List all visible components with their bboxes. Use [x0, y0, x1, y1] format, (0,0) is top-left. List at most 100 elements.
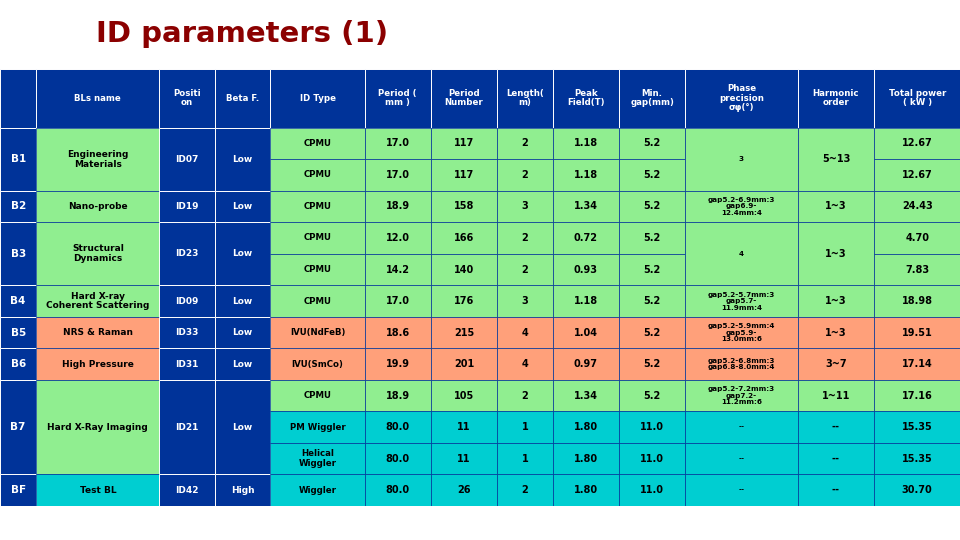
Bar: [685, 191, 798, 222]
Bar: [271, 317, 365, 348]
Bar: [875, 127, 960, 159]
Bar: [798, 475, 875, 506]
Text: ID31: ID31: [176, 360, 199, 369]
Bar: [553, 285, 619, 317]
Bar: [875, 69, 960, 127]
Bar: [159, 191, 215, 222]
Bar: [553, 443, 619, 475]
Bar: [497, 191, 553, 222]
Bar: [36, 317, 159, 348]
Bar: [159, 348, 215, 380]
Text: B1: B1: [11, 154, 26, 164]
Text: B4: B4: [11, 296, 26, 306]
Bar: [215, 69, 271, 127]
Bar: [798, 285, 875, 317]
Bar: [431, 348, 497, 380]
Bar: [619, 317, 685, 348]
Text: 19.9: 19.9: [386, 359, 410, 369]
Text: 11.0: 11.0: [640, 422, 664, 432]
Bar: [365, 159, 431, 191]
Text: 1.18: 1.18: [574, 138, 598, 149]
Bar: [497, 254, 553, 285]
Text: Low: Low: [232, 154, 252, 164]
Bar: [36, 191, 159, 222]
Bar: [271, 222, 365, 254]
Bar: [431, 127, 497, 159]
Text: 5.2: 5.2: [643, 390, 660, 401]
Bar: [497, 348, 553, 380]
Text: IVU(NdFeB): IVU(NdFeB): [290, 328, 346, 337]
Text: HEPS · The 2nd Meeting of HEPS IAC, IHEP, Dec. 16-18, 2019: HEPS · The 2nd Meeting of HEPS IAC, IHEP…: [10, 518, 365, 528]
Text: 1~3: 1~3: [826, 296, 847, 306]
Text: Low: Low: [232, 296, 252, 306]
Text: B5: B5: [11, 328, 26, 338]
Text: Length(
m): Length( m): [506, 89, 543, 107]
Bar: [619, 475, 685, 506]
Bar: [553, 348, 619, 380]
Text: 17.16: 17.16: [901, 390, 932, 401]
Text: Positi
on: Positi on: [173, 89, 201, 107]
Bar: [553, 317, 619, 348]
Text: gap5.2-7.2mm:3
gap7.2-
11.2mm:6: gap5.2-7.2mm:3 gap7.2- 11.2mm:6: [708, 386, 775, 405]
Text: ID42: ID42: [176, 485, 199, 495]
Bar: [619, 411, 685, 443]
Bar: [619, 348, 685, 380]
Bar: [497, 317, 553, 348]
Bar: [875, 380, 960, 411]
Text: 5.2: 5.2: [643, 328, 660, 338]
Text: 17.0: 17.0: [386, 296, 410, 306]
Bar: [685, 475, 798, 506]
Bar: [365, 222, 431, 254]
Text: 1.80: 1.80: [574, 422, 598, 432]
Bar: [0, 380, 36, 475]
Bar: [497, 159, 553, 191]
Text: 80.0: 80.0: [386, 422, 410, 432]
Bar: [0, 127, 36, 191]
Bar: [159, 127, 215, 191]
Text: 1.34: 1.34: [574, 390, 598, 401]
Text: 2: 2: [521, 138, 528, 149]
Bar: [619, 191, 685, 222]
Bar: [875, 285, 960, 317]
Bar: [798, 411, 875, 443]
Text: 2: 2: [521, 485, 528, 495]
Bar: [215, 348, 271, 380]
Text: 1.18: 1.18: [574, 296, 598, 306]
Text: 4: 4: [739, 251, 744, 256]
Bar: [365, 285, 431, 317]
Text: 0.97: 0.97: [574, 359, 598, 369]
Text: 5.2: 5.2: [643, 233, 660, 243]
Bar: [159, 69, 215, 127]
Bar: [271, 254, 365, 285]
Bar: [36, 475, 159, 506]
Bar: [365, 443, 431, 475]
Text: 2: 2: [521, 233, 528, 243]
Bar: [271, 69, 365, 127]
Bar: [36, 222, 159, 285]
Bar: [365, 475, 431, 506]
Text: 80.0: 80.0: [386, 485, 410, 495]
Bar: [431, 191, 497, 222]
Bar: [685, 317, 798, 348]
Text: 4: 4: [521, 328, 528, 338]
Text: --: --: [832, 454, 840, 464]
Text: ID09: ID09: [176, 296, 199, 306]
Bar: [685, 411, 798, 443]
Bar: [271, 159, 365, 191]
Text: 1~11: 1~11: [822, 390, 851, 401]
Bar: [36, 380, 159, 475]
Bar: [431, 443, 497, 475]
Bar: [875, 475, 960, 506]
Text: 215: 215: [454, 328, 474, 338]
Bar: [875, 159, 960, 191]
Text: IVU(SmCo): IVU(SmCo): [292, 360, 344, 369]
Text: CPMU: CPMU: [303, 233, 331, 242]
Bar: [271, 411, 365, 443]
Bar: [365, 69, 431, 127]
Bar: [798, 380, 875, 411]
Text: 3: 3: [521, 296, 528, 306]
Bar: [365, 411, 431, 443]
Text: 18.9: 18.9: [386, 390, 410, 401]
Text: 3: 3: [521, 201, 528, 212]
Bar: [553, 380, 619, 411]
